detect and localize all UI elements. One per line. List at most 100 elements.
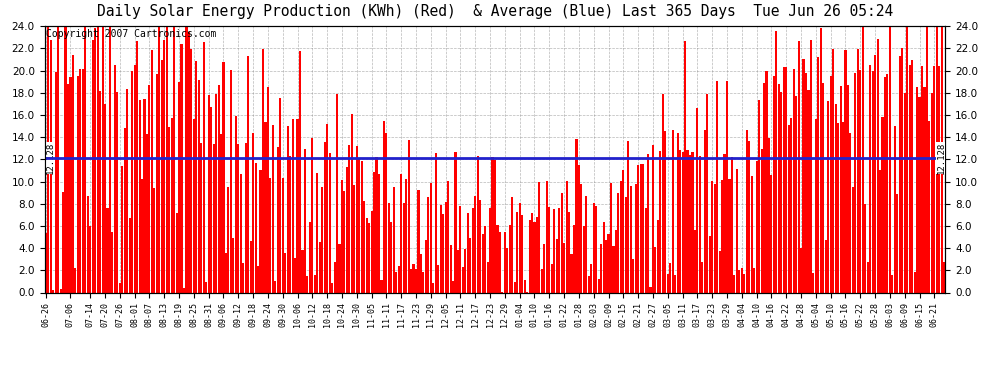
Bar [914, 272, 916, 292]
Bar [555, 239, 557, 292]
Bar [719, 251, 721, 292]
Bar [423, 272, 425, 292]
Bar [449, 245, 451, 292]
Bar [393, 187, 395, 292]
Bar [77, 76, 79, 292]
Bar [339, 244, 341, 292]
Bar [119, 282, 121, 292]
Bar [405, 179, 407, 292]
Bar [223, 62, 225, 292]
Bar [54, 72, 56, 292]
Bar [279, 98, 281, 292]
Bar [428, 196, 430, 292]
Bar [573, 225, 575, 292]
Bar [67, 84, 69, 292]
Bar [940, 27, 942, 292]
Bar [183, 288, 185, 292]
Bar [620, 181, 622, 292]
Bar [711, 182, 713, 292]
Bar [785, 68, 787, 292]
Bar [319, 242, 321, 292]
Bar [736, 169, 738, 292]
Bar [640, 164, 642, 292]
Bar [400, 174, 402, 292]
Bar [694, 231, 696, 292]
Bar [375, 157, 377, 292]
Bar [696, 108, 698, 292]
Bar [348, 145, 350, 292]
Bar [99, 91, 101, 292]
Bar [430, 183, 432, 292]
Bar [674, 275, 676, 292]
Bar [649, 287, 651, 292]
Bar [62, 192, 64, 292]
Bar [168, 127, 170, 292]
Bar [553, 209, 555, 292]
Bar [144, 99, 146, 292]
Bar [635, 184, 637, 292]
Bar [539, 182, 541, 292]
Bar [469, 238, 471, 292]
Bar [840, 86, 842, 292]
Bar [869, 66, 871, 292]
Bar [158, 27, 160, 292]
Bar [447, 181, 449, 292]
Bar [373, 172, 375, 292]
Bar [844, 50, 846, 292]
Bar [296, 119, 299, 292]
Bar [714, 184, 716, 292]
Bar [647, 154, 649, 292]
Bar [671, 130, 674, 292]
Bar [916, 87, 918, 292]
Bar [269, 178, 271, 292]
Bar [462, 267, 464, 292]
Bar [116, 92, 119, 292]
Bar [504, 232, 506, 292]
Bar [289, 156, 291, 292]
Bar [264, 122, 266, 292]
Bar [284, 254, 286, 292]
Bar [724, 154, 726, 292]
Bar [630, 186, 632, 292]
Bar [474, 196, 476, 292]
Bar [798, 41, 800, 292]
Bar [866, 262, 869, 292]
Bar [790, 118, 792, 292]
Bar [919, 98, 921, 292]
Bar [854, 74, 856, 292]
Bar [876, 39, 878, 292]
Bar [830, 76, 832, 292]
Bar [615, 230, 617, 292]
Bar [679, 150, 681, 292]
Bar [835, 104, 837, 292]
Bar [160, 60, 162, 292]
Bar [52, 290, 54, 292]
Bar [188, 32, 190, 292]
Bar [593, 203, 595, 292]
Bar [778, 84, 780, 292]
Bar [107, 208, 109, 292]
Bar [472, 208, 474, 292]
Bar [494, 160, 496, 292]
Bar [686, 150, 689, 292]
Bar [793, 69, 795, 292]
Bar [79, 69, 81, 292]
Bar [921, 66, 923, 292]
Bar [321, 187, 324, 292]
Bar [701, 262, 703, 292]
Bar [770, 175, 772, 292]
Bar [896, 195, 898, 292]
Bar [454, 152, 456, 292]
Bar [476, 156, 479, 292]
Bar [350, 114, 352, 292]
Bar [521, 215, 523, 292]
Bar [198, 81, 200, 292]
Bar [750, 176, 752, 292]
Bar [190, 49, 192, 292]
Bar [661, 94, 664, 292]
Bar [605, 240, 607, 292]
Bar [64, 27, 66, 292]
Bar [353, 186, 355, 292]
Bar [823, 83, 825, 292]
Bar [233, 238, 235, 292]
